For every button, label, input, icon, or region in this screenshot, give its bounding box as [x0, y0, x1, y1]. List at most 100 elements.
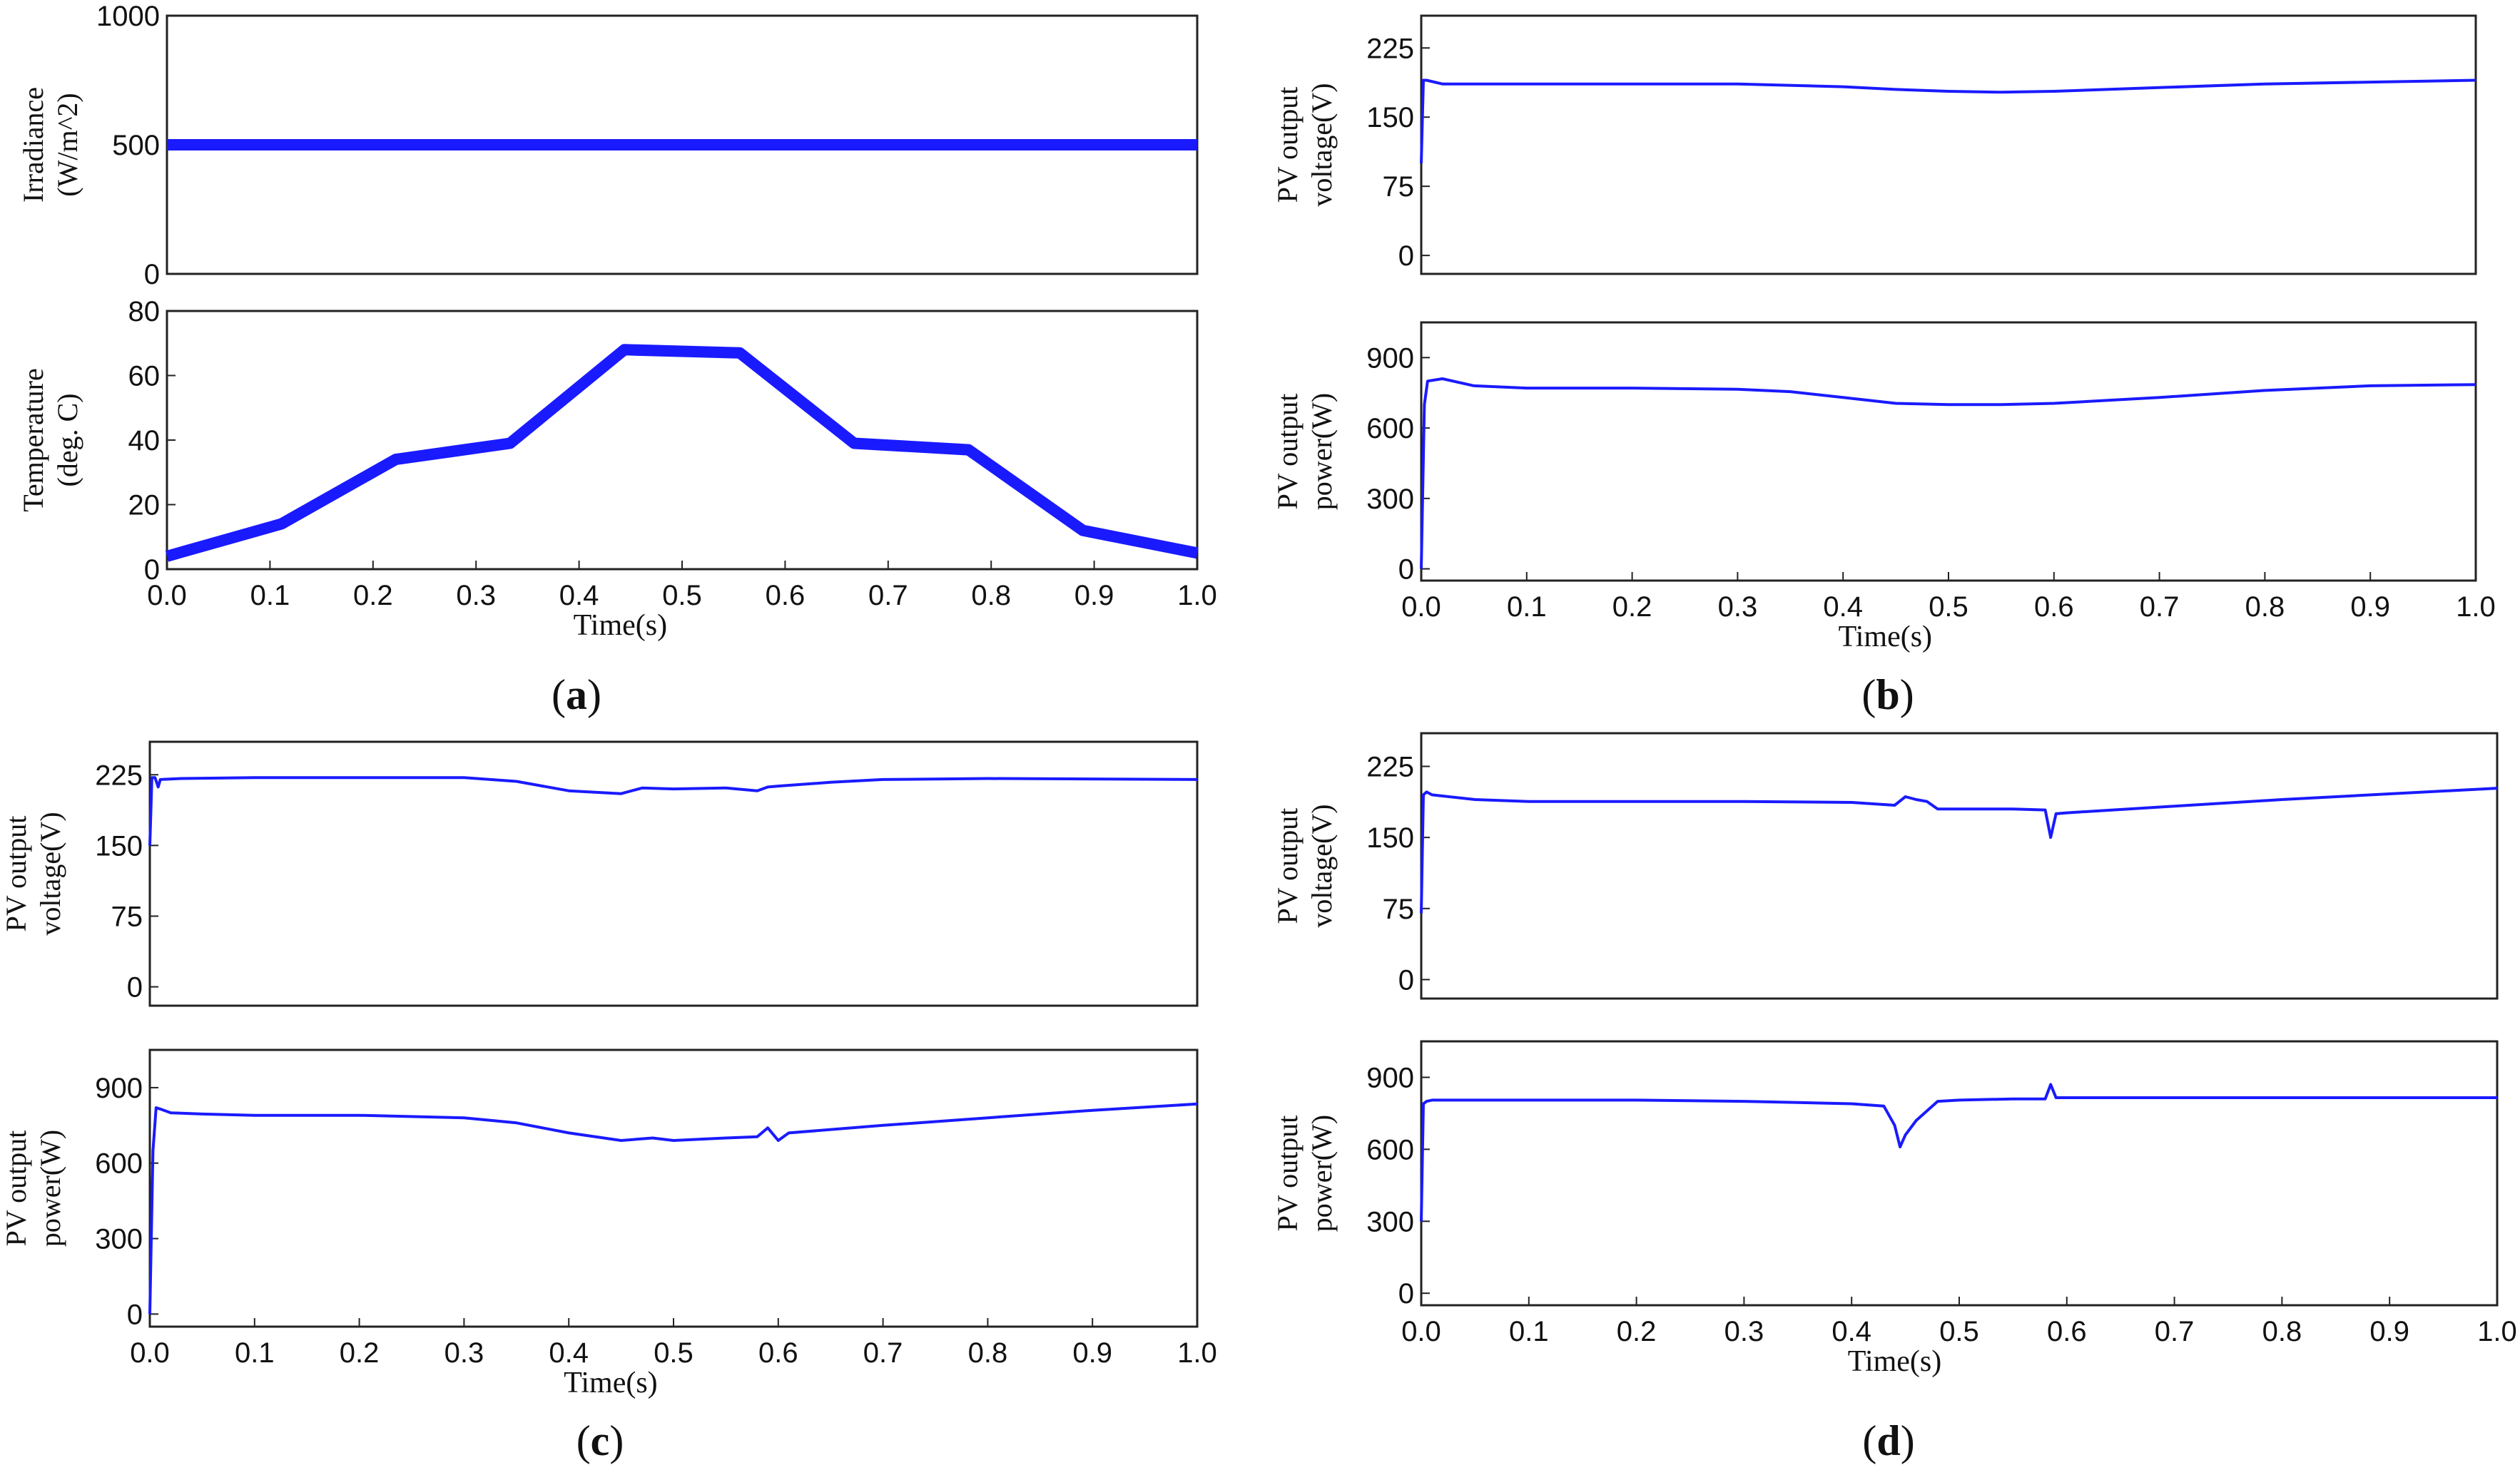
x-tick-label: 0.3 — [444, 1337, 484, 1369]
x-tick-label: 0.2 — [1617, 1316, 1657, 1347]
caption-d: (d) — [1862, 1417, 1914, 1464]
y-tick-label: 0 — [1398, 554, 1414, 586]
x-tick-label: 0.4 — [549, 1337, 589, 1369]
y-tick-label: 0 — [1398, 964, 1414, 996]
x-tick-label: 0.7 — [2140, 591, 2180, 623]
x-tick-label: 0.2 — [340, 1337, 380, 1369]
x-tick-label: 0.6 — [758, 1337, 798, 1369]
x-tick-label: 0.6 — [766, 580, 806, 611]
y-tick-label: 0 — [1398, 240, 1414, 272]
chart-b-top: 225 150 75 0 PV outputvoltage(V) — [1271, 14, 2477, 275]
x-tick-label: 0.5 — [1939, 1316, 1979, 1347]
y-tick-label: 900 — [1366, 1062, 1414, 1093]
y-axis-label: PV outputvoltage(V) — [1271, 83, 1338, 206]
y-tick-label: 300 — [1366, 484, 1414, 515]
chart-b-bottom: 900 600 300 0 0.0 0.1 0.2 0.3 0.4 0.5 0.6 0.7 0.8 0.9… — [1271, 321, 2496, 653]
x-tick-label: 0.9 — [2369, 1316, 2409, 1347]
x-tick-label: 0.0 — [1401, 591, 1441, 623]
series-line — [148, 776, 1198, 846]
y-tick-label: 20 — [128, 490, 161, 521]
y-tick-label: 0 — [144, 259, 160, 290]
x-tick-label: 0.5 — [662, 580, 702, 611]
y-tick-label: 0 — [127, 1299, 143, 1330]
y-tick-label: 225 — [1366, 752, 1414, 783]
y-tick-label: 75 — [1383, 171, 1415, 203]
y-tick-label: 75 — [1383, 894, 1415, 925]
y-tick-label: 600 — [1366, 1134, 1414, 1165]
y-tick-label: 300 — [1366, 1206, 1414, 1237]
x-tick-label: 0.5 — [1929, 591, 1968, 623]
y-tick-label: 75 — [111, 901, 143, 932]
x-axis-label: Time(s) — [564, 1367, 657, 1399]
chart-d-bottom: 900 600 300 0 0.0 0.1 0.2 0.3 0.4 0.5 0.6 0.7 0.8 0.9… — [1271, 1040, 2517, 1378]
caption-a: (a) — [552, 671, 601, 718]
x-tick-label: 0.1 — [1507, 591, 1547, 623]
series-line — [1420, 78, 2476, 163]
x-tick-label: 1.0 — [2456, 591, 2496, 623]
series-line — [1420, 787, 2498, 914]
x-tick-label: 0.8 — [2245, 591, 2285, 623]
y-axis-label: PV outputpower(W) — [1271, 1115, 1338, 1232]
x-axis-label: Time(s) — [574, 609, 667, 642]
caption-c: (c) — [576, 1417, 624, 1464]
x-tick-label: 0.1 — [235, 1337, 275, 1369]
x-tick-label: 0.6 — [2034, 591, 2074, 623]
y-tick-label: 0 — [1398, 1278, 1414, 1310]
x-tick-label: 0.2 — [353, 580, 393, 611]
chart-c-bottom: 900 600 300 0 0.0 0.1 0.2 0.3 0.4 0.5 0.6 0.7 0.8 0.9… — [0, 1048, 1217, 1399]
x-tick-label: 0.6 — [2047, 1316, 2087, 1347]
plot-frame — [1420, 321, 2477, 582]
x-tick-label: 0.3 — [1724, 1316, 1764, 1347]
x-tick-label: 0.5 — [654, 1337, 693, 1369]
y-tick-label: 80 — [128, 296, 161, 327]
x-tick-label: 1.0 — [1177, 580, 1217, 611]
x-tick-label: 0.7 — [868, 580, 908, 611]
y-tick-label: 500 — [112, 130, 160, 161]
x-tick-label: 0.0 — [130, 1337, 170, 1369]
y-axis-label: PV outputpower(W) — [1271, 393, 1338, 510]
y-axis-label: PV outputvoltage(V) — [0, 812, 66, 935]
x-tick-label: 0.1 — [250, 580, 290, 611]
series-line — [165, 344, 1199, 562]
y-axis-label: PV outputpower(W) — [0, 1130, 66, 1247]
y-tick-label: 150 — [1366, 822, 1414, 854]
y-axis-label: PV outputvoltage(V) — [1271, 804, 1338, 927]
x-tick-label: 1.0 — [1177, 1337, 1217, 1369]
x-tick-label: 0.8 — [2262, 1316, 2302, 1347]
plot-frame — [148, 740, 1199, 1007]
plot-frame — [148, 1048, 1199, 1328]
y-tick-label: 300 — [95, 1224, 143, 1255]
y-tick-label: 225 — [1366, 33, 1414, 64]
y-axis-label: Temperature(deg. C) — [17, 368, 83, 512]
x-tick-label: 0.9 — [2350, 591, 2390, 623]
y-tick-label: 600 — [1366, 413, 1414, 444]
x-tick-label: 0.8 — [971, 580, 1011, 611]
chart-d-top: 225 150 75 0 PV outputvoltage(V) — [1271, 732, 2499, 1000]
x-tick-label: 0.9 — [1074, 580, 1114, 611]
x-tick-label: 0.4 — [1831, 1316, 1871, 1347]
x-tick-label: 0.0 — [1401, 1316, 1441, 1347]
y-tick-label: 150 — [95, 830, 143, 862]
series-line — [148, 1102, 1198, 1315]
x-tick-label: 0.3 — [1718, 591, 1758, 623]
x-tick-label: 0.1 — [1509, 1316, 1549, 1347]
chart-c-top: 225 150 75 0 PV outputvoltage(V) — [0, 740, 1199, 1007]
x-tick-label: 0.3 — [456, 580, 496, 611]
caption-b: (b) — [1861, 671, 1914, 718]
plot-frame — [1420, 1040, 2499, 1307]
x-tick-label: 0.4 — [559, 580, 599, 611]
x-tick-label: 0.9 — [1072, 1337, 1112, 1369]
series-line — [1420, 377, 2476, 569]
x-tick-label: 0.8 — [968, 1337, 1008, 1369]
x-axis-label: Time(s) — [1848, 1345, 1941, 1378]
plot-frame — [1420, 732, 2499, 1000]
y-tick-label: 0 — [144, 554, 160, 586]
x-tick-label: 0.4 — [1823, 591, 1863, 623]
x-tick-label: 1.0 — [2477, 1316, 2517, 1347]
y-tick-label: 900 — [1366, 342, 1414, 374]
x-tick-label: 0.7 — [2155, 1316, 2195, 1347]
series-line — [1420, 1083, 2497, 1222]
x-tick-label: 0.2 — [1612, 591, 1652, 623]
